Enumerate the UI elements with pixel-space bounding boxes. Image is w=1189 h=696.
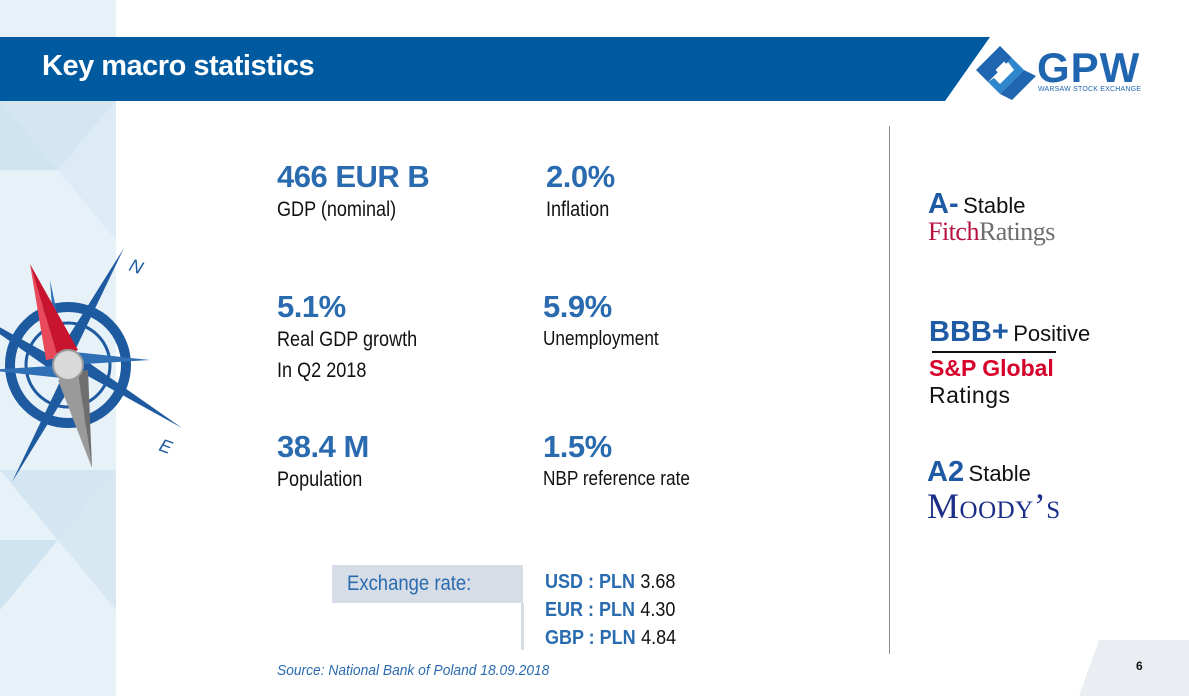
stat-label: GDP (nominal) — [277, 198, 397, 221]
page-number: 6 — [1136, 659, 1143, 673]
stat-label: Unemployment — [543, 328, 659, 350]
exchange-rate-list: USD : PLN 3.68 EUR : PLN 4.30 GBP : PLN 4.8… — [545, 568, 691, 652]
stat-gdp: 466 EUR B GDP (nominal) — [277, 159, 430, 225]
stat-value: 466 EUR B — [277, 159, 430, 194]
logo-wordmark: GPW — [1037, 44, 1141, 91]
sp-global-logo: S&P Global — [929, 355, 1054, 381]
stat-value: 5.1% — [277, 289, 346, 324]
exchange-rate-box — [332, 565, 523, 603]
stat-nbp-reference-rate: 1.5% NBP reference rate — [543, 430, 714, 495]
exchange-rate-row: EUR : PLN 4.30 — [545, 599, 676, 621]
moodys-logo: Moody’s — [927, 486, 1061, 526]
stat-value: 2.0% — [546, 159, 615, 194]
fitch-ratings-logo: FitchRatings — [928, 217, 1055, 246]
source-note: Source: National Bank of Poland 18.09.20… — [277, 662, 550, 679]
stat-label: Real GDP growth — [277, 328, 418, 351]
exchange-rate-label: Exchange rate: — [347, 572, 472, 595]
stat-label: Population — [277, 468, 363, 491]
vertical-divider — [889, 126, 890, 654]
stat-label-line2: In Q2 2018 — [277, 359, 367, 382]
exchange-rate-row: GBP : PLN 4.84 — [545, 627, 677, 649]
rating-outlook: Stable — [963, 193, 1026, 218]
logo-subtitle: WARSAW STOCK EXCHANGE — [1038, 86, 1142, 93]
stat-population: 38.4 M Population — [277, 430, 376, 495]
header-bar — [0, 37, 990, 101]
rating-outlook: Positive — [1013, 321, 1091, 346]
rating-sp: BBB+ Positive S&P Global Ratings — [929, 316, 1090, 409]
exchange-rate-row: USD : PLN 3.68 — [545, 571, 676, 593]
sp-ratings-text: Ratings — [929, 382, 1011, 408]
stat-value: 1.5% — [543, 429, 612, 464]
rating-grade: A- — [928, 188, 959, 220]
gpw-logo-icon — [976, 46, 1036, 100]
rating-grade: A2 — [927, 456, 965, 488]
sp-divider — [932, 351, 1056, 353]
compass-e-label: E — [157, 435, 176, 458]
stat-value: 38.4 M — [277, 429, 369, 464]
stat-real-gdp-growth: 5.1% Real GDP growth In Q2 2018 — [277, 290, 440, 386]
page-title: Key macro statistics — [42, 50, 315, 82]
stat-label: Inflation — [546, 198, 610, 221]
stat-unemployment: 5.9% Unemployment — [543, 290, 678, 355]
compass-rose-icon: N E — [0, 248, 182, 482]
exchange-rate-divider — [521, 603, 524, 650]
stat-label: NBP reference rate — [543, 468, 690, 490]
stat-value: 5.9% — [543, 289, 612, 324]
rating-grade: BBB+ — [929, 316, 1009, 348]
left-decor-panel — [0, 0, 116, 696]
page-number-tab — [1079, 640, 1189, 696]
compass-n-label: N — [127, 255, 147, 279]
rating-fitch: A- Stable FitchRatings — [928, 188, 1055, 247]
stat-inflation: 2.0% Inflation — [546, 160, 620, 225]
rating-outlook: Stable — [968, 461, 1031, 486]
rating-moodys: A2 Stable Moody’s — [927, 456, 1061, 527]
